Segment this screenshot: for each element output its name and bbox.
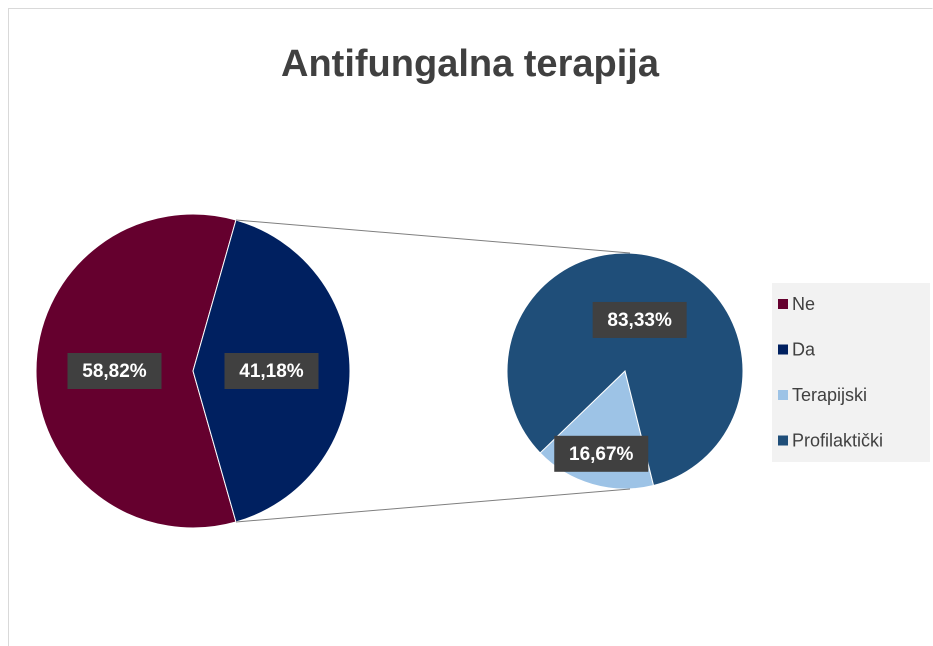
legend-label: Profilaktički	[792, 430, 883, 450]
chart-title: Antifungalna terapija	[281, 43, 660, 85]
legend-swatch	[778, 344, 788, 355]
data-label: 41,18%	[239, 361, 304, 382]
data-label: 16,67%	[569, 444, 634, 465]
connector-line	[235, 488, 631, 523]
legend-box	[772, 283, 930, 462]
legend-swatch	[778, 299, 788, 309]
legend-label: Ne	[792, 294, 815, 314]
data-label-box	[592, 301, 687, 338]
legend-swatch	[778, 390, 788, 400]
connector-line	[235, 219, 631, 254]
data-label-box	[224, 353, 319, 389]
data-label: 58,82%	[82, 361, 147, 382]
data-label-box	[67, 353, 162, 389]
data-label: 83,33%	[607, 310, 672, 331]
chart-frame	[8, 8, 933, 646]
data-label-box	[554, 435, 649, 472]
legend-label: Da	[792, 339, 816, 359]
legend-swatch	[778, 435, 788, 446]
legend-label: Terapijski	[792, 385, 867, 405]
